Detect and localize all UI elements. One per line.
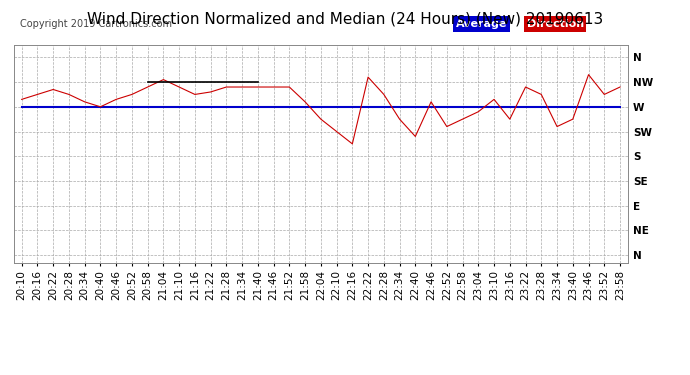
Text: Average: Average (456, 19, 507, 29)
Text: Wind Direction Normalized and Median (24 Hours) (New) 20190613: Wind Direction Normalized and Median (24… (87, 11, 603, 26)
Text: Copyright 2019 Cartronics.com: Copyright 2019 Cartronics.com (20, 19, 172, 29)
Text: Direction: Direction (526, 19, 584, 29)
